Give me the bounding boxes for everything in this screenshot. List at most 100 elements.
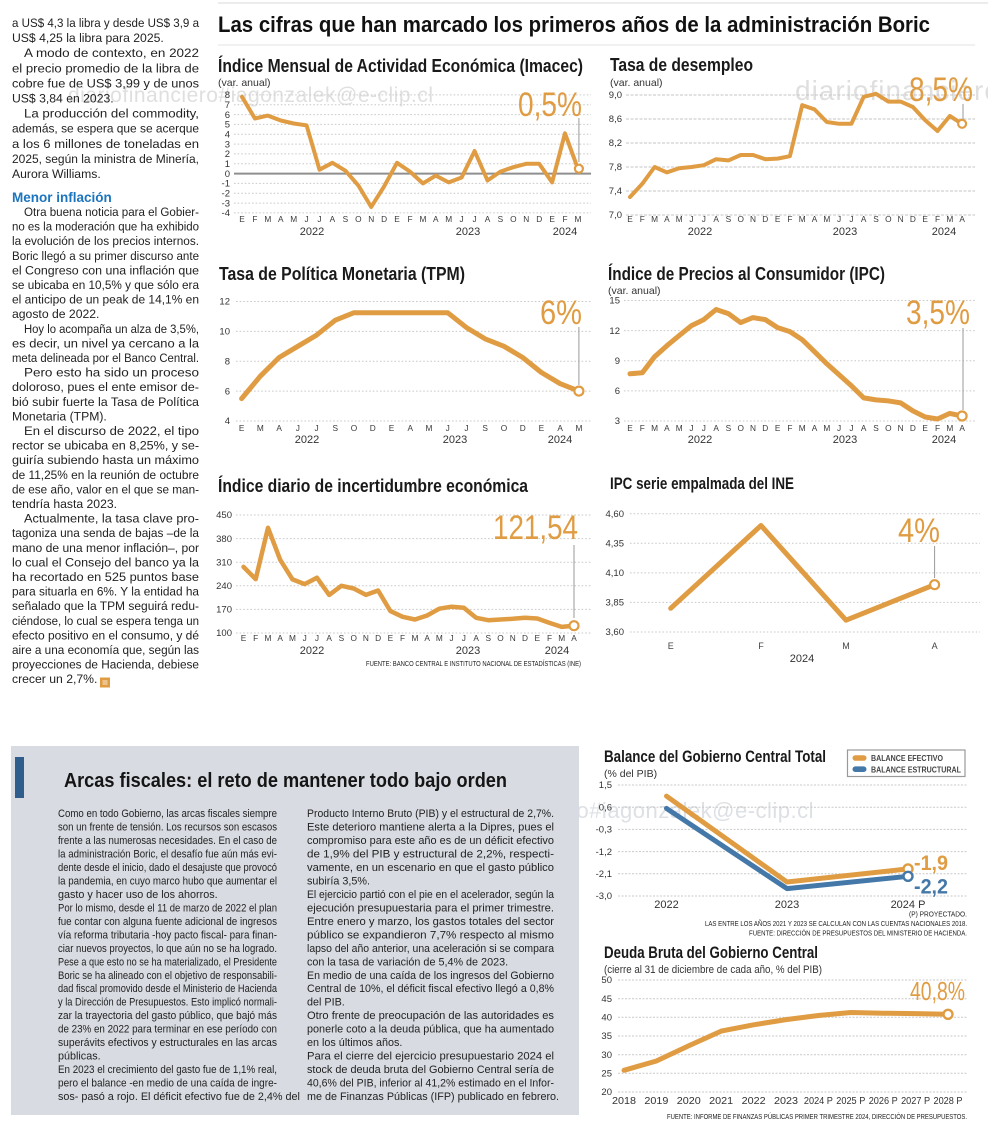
svg-text:zar la trayectoria del gasto p: zar la trayectoria del gasto público, qu…	[58, 1010, 278, 1022]
svg-text:O: O	[351, 423, 358, 433]
svg-text:M: M	[558, 633, 565, 643]
svg-text:Boric llegó a su primer discur: Boric llegó a su primer discurso ante	[12, 249, 199, 263]
svg-text:meta delineada por el Banco Ce: meta delineada por el Banco Central.	[12, 351, 199, 365]
svg-text:D: D	[375, 633, 381, 643]
svg-text:12: 12	[219, 297, 230, 308]
svg-text:7: 7	[225, 100, 230, 111]
svg-text:con la tasa de variación de 5,: con la tasa de variación de 5,4% de 2023…	[307, 956, 508, 968]
svg-text:Arcas fiscales: el reto de man: Arcas fiscales: el reto de mantener todo…	[64, 770, 507, 792]
svg-text:(P) PROYECTADO.: (P) PROYECTADO.	[909, 912, 967, 919]
svg-text:F: F	[787, 423, 792, 433]
svg-text:Producto Interno Bruto (PIB) y: Producto Interno Bruto (PIB) y el estruc…	[307, 808, 554, 820]
svg-text:La producción del commodity,: La producción del commodity,	[24, 107, 199, 121]
svg-text:proyecciones de Hacienda, debi: proyecciones de Hacienda, debiese	[12, 658, 199, 672]
svg-text:E: E	[394, 214, 400, 224]
svg-text:Hoy lo acompaña un alza de 3,5: Hoy lo acompaña un alza de 3,5%,	[24, 322, 199, 336]
svg-text:Pese a que esto no se ha mater: Pese a que esto no se ha materializado, …	[58, 956, 277, 968]
svg-text:ciar nuevos proyectos, lo que: ciar nuevos proyectos, lo que aún no se …	[58, 943, 277, 955]
svg-text:-0,3: -0,3	[596, 825, 612, 836]
svg-text:J: J	[315, 633, 319, 643]
svg-text:S: S	[482, 423, 488, 433]
svg-text:0,6: 0,6	[599, 802, 612, 813]
svg-text:O: O	[350, 633, 357, 643]
svg-text:Tasa de desempleo: Tasa de desempleo	[610, 55, 753, 75]
svg-text:M: M	[575, 423, 582, 433]
svg-text:2: 2	[225, 149, 230, 160]
svg-text:tagoniza una senda de bajas –d: tagoniza una senda de bajas –de la	[12, 526, 199, 540]
svg-text:D: D	[520, 423, 526, 433]
svg-text:J: J	[689, 214, 693, 224]
svg-text:2024: 2024	[545, 645, 569, 657]
svg-text:-1,2: -1,2	[596, 847, 612, 858]
svg-text:A: A	[932, 641, 938, 651]
svg-text:2023: 2023	[456, 645, 480, 657]
svg-text:rector se ubicaba en 8,25%, y: rector se ubicaba en 8,25%, y se-	[12, 439, 199, 453]
svg-text:M: M	[574, 214, 581, 224]
svg-text:170: 170	[216, 605, 232, 616]
svg-text:-3: -3	[222, 198, 230, 209]
svg-text:US$ 3,84 en 2023.: US$ 3,84 en 2023.	[12, 92, 114, 106]
svg-text:Menor inflación: Menor inflación	[12, 190, 112, 205]
svg-text:(var. anual): (var. anual)	[218, 77, 271, 89]
svg-text:A: A	[433, 214, 439, 224]
svg-text:2024 P: 2024 P	[891, 899, 926, 911]
svg-text:2024: 2024	[553, 226, 577, 238]
svg-text:compromiso para este año es de: compromiso para este año es de un défici…	[307, 835, 554, 847]
svg-text:A: A	[861, 423, 867, 433]
svg-text:IPC serie empalmada del INE: IPC serie empalmada del INE	[610, 475, 794, 493]
svg-text:(var. anual): (var. anual)	[610, 77, 663, 89]
svg-text:J: J	[837, 214, 841, 224]
svg-text:LAS ENTRE LOS AÑOS 2021 Y 2023: LAS ENTRE LOS AÑOS 2021 Y 2023 SE CALCUL…	[705, 919, 967, 928]
svg-text:Aurora Williams.: Aurora Williams.	[12, 167, 101, 181]
svg-text:N: N	[750, 423, 756, 433]
svg-text:35: 35	[601, 1031, 612, 1042]
svg-text:12: 12	[609, 326, 620, 337]
svg-text:2027 P: 2027 P	[901, 1096, 930, 1107]
svg-text:lo cual el Consejo del banco y: lo cual el Consejo del banco ya la	[12, 555, 199, 569]
svg-text:la pandemia, en cuyo marco hub: la pandemia, en cuyo marco hubo que aume…	[58, 875, 277, 887]
svg-text:-2: -2	[222, 189, 230, 200]
svg-text:A: A	[664, 214, 670, 224]
svg-text:6%: 6%	[540, 294, 582, 332]
svg-text:mano de una menor inflación–,: mano de una menor inflación–, por	[12, 541, 199, 555]
svg-text:F: F	[547, 633, 552, 643]
svg-text:Pero esto ha sido un proceso: Pero esto ha sido un proceso	[24, 366, 199, 380]
svg-text:para situarla en 6%. Y la enti: para situarla en 6%. Y la entidad ha	[12, 585, 199, 599]
svg-text:me de Finanzas Públicas (IFP): me de Finanzas Públicas (IFP) publicado …	[307, 1091, 559, 1103]
svg-text:M: M	[264, 214, 271, 224]
svg-text:O: O	[355, 214, 362, 224]
svg-text:F: F	[253, 633, 258, 643]
svg-text:N: N	[898, 214, 904, 224]
svg-text:2023: 2023	[775, 899, 799, 911]
svg-text:4,10: 4,10	[606, 568, 625, 579]
svg-text:J: J	[446, 423, 450, 433]
svg-text:8,5%: 8,5%	[909, 71, 973, 109]
svg-text:380: 380	[216, 534, 232, 545]
svg-text:N: N	[523, 214, 529, 224]
svg-text:2023: 2023	[456, 226, 480, 238]
svg-text:vamente, en un escenario en qu: vamente, en un escenario en que el gasto…	[307, 862, 554, 874]
svg-text:A: A	[959, 214, 965, 224]
svg-text:A: A	[276, 423, 282, 433]
svg-text:F: F	[252, 214, 257, 224]
svg-text:A: A	[713, 214, 719, 224]
svg-text:F: F	[640, 214, 645, 224]
svg-text:N: N	[368, 214, 374, 224]
svg-text:S: S	[343, 214, 349, 224]
svg-text:40: 40	[601, 1013, 612, 1024]
svg-text:Por lo mismo, desde el 11 de m: Por lo mismo, desde el 11 de marzo de 20…	[58, 902, 277, 914]
svg-text:J: J	[315, 423, 319, 433]
svg-text:M: M	[799, 214, 806, 224]
svg-text:M: M	[823, 214, 830, 224]
svg-text:El ejercicio partió con el pie: El ejercicio partió con el pie en el ace…	[307, 889, 554, 901]
svg-text:M: M	[842, 641, 850, 651]
svg-text:stock de deuda bruta del Gobie: stock de deuda bruta del Gobierno Centra…	[307, 1064, 554, 1076]
svg-text:J: J	[849, 214, 853, 224]
svg-text:aire a una economía que, según: aire a una economía que, según las	[12, 643, 199, 657]
svg-text:fue contar con alguna fuente a: fue contar con alguna fuente adicional d…	[58, 916, 278, 928]
svg-text:A: A	[557, 423, 563, 433]
svg-text:5: 5	[225, 120, 230, 131]
svg-text:Como en todo Gobierno, las arc: Como en todo Gobierno, las arcas fiscale…	[58, 808, 277, 820]
svg-text:tendría hasta 2023.: tendría hasta 2023.	[12, 497, 117, 511]
svg-text:J: J	[450, 633, 454, 643]
